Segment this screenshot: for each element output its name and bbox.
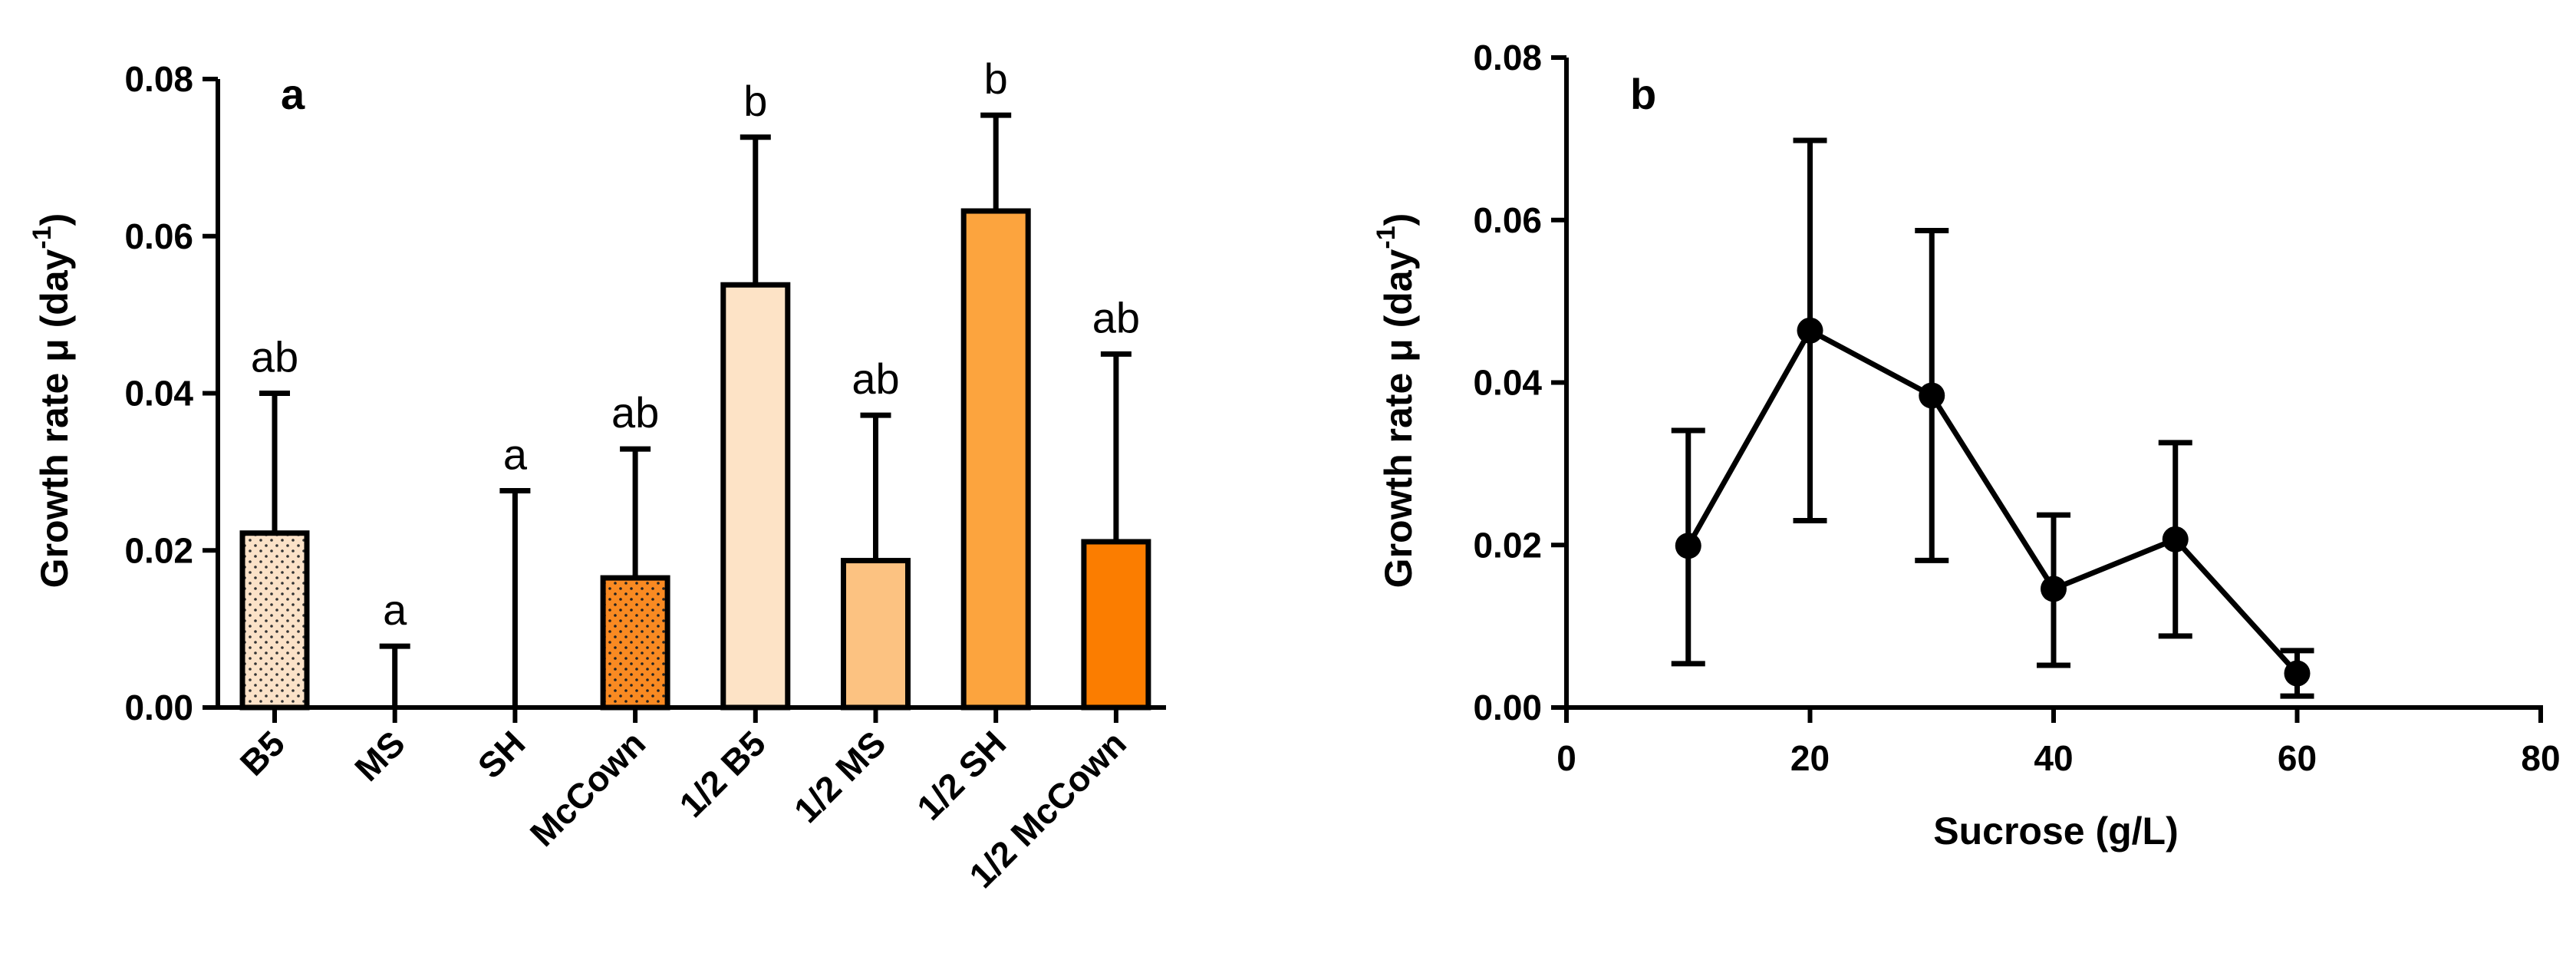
panel-a-category-label: 1/2 B5	[671, 723, 773, 825]
panel-a-bar	[239, 530, 310, 711]
panel-a-category-label: 1/2 MS	[786, 723, 894, 830]
panel-a-y-tick-label: 0.08	[124, 59, 193, 99]
panel-a-category-label: B5	[232, 723, 292, 783]
panel-a-bar	[1081, 539, 1151, 711]
panel-a-significance-label: ab	[852, 355, 899, 403]
panel-a-significance-label: ab	[251, 333, 298, 381]
panel-b-y-tick-label: 0.08	[1473, 38, 1542, 78]
line-chart-panel-b: b Growth rate μ (day-1) Sucrose (g/L) 0.…	[1372, 38, 2561, 853]
panel-a-category-label: 1/2 SH	[909, 723, 1013, 827]
panel-a-bar	[960, 208, 1031, 711]
panel-a-significance-label: b	[984, 54, 1008, 103]
panel-b-series-line	[1685, 328, 2300, 675]
panel-b-y-tick-label: 0.04	[1473, 363, 1542, 403]
panel-a-bars: ab B5 a MS a SH ab McCown b 1/2 B5 ab 1/2 MS b 1/2 SH…	[232, 54, 1151, 895]
panel-b-x-axis-title: Sucrose (g/L)	[1933, 810, 2178, 853]
panel-a-y-ticks: 0.00 0.02 0.04 0.06 0.08	[124, 59, 218, 727]
panel-a-significance-label: ab	[611, 388, 659, 437]
panel-a-y-tick-label: 0.06	[124, 216, 193, 256]
panel-a-category-label: SH	[470, 723, 533, 786]
panel-b-data-point	[2162, 526, 2189, 552]
panel-a-significance-label: b	[743, 77, 767, 125]
panel-a-bar	[600, 575, 670, 711]
panel-b-y-tick-label: 0.02	[1473, 525, 1542, 565]
panel-a-significance-label: a	[503, 430, 528, 478]
panel-b-data-point	[2284, 660, 2311, 687]
panel-b-x-tick-label: 40	[2034, 738, 2073, 778]
panel-b-label: b	[1630, 70, 1656, 118]
panel-a-y-tick-label: 0.04	[124, 374, 193, 414]
panel-b-data-point	[2041, 576, 2067, 602]
panel-b-x-tick-label: 0	[1556, 738, 1576, 778]
panel-a-y-axis-title: Growth rate μ (day-1)	[28, 213, 76, 589]
panel-b-y-tick-label: 0.00	[1473, 688, 1542, 727]
panel-a-y-tick-label: 0.00	[124, 688, 193, 727]
panel-b-x-tick-label: 80	[2521, 738, 2560, 778]
panel-b-x-tick-label: 20	[1790, 738, 1830, 778]
panel-a-y-tick-label: 0.02	[124, 530, 193, 570]
panel-a-category-label: McCown	[522, 723, 653, 853]
panel-a-bar	[841, 558, 911, 711]
panel-b-series	[1671, 137, 2314, 699]
panel-b-y-tick-label: 0.06	[1473, 200, 1542, 240]
bar-chart-panel-a: a Growth rate μ (day-1) 0.00 0.02 0.04 0.06…	[28, 54, 1166, 895]
panel-a-significance-label: a	[383, 585, 407, 634]
panel-b-data-point	[1675, 533, 1701, 559]
panel-a-significance-label: ab	[1092, 293, 1140, 341]
panel-b-y-axis-title: Growth rate μ (day-1)	[1372, 213, 1420, 589]
panel-b-ticks: 0.00 0.02 0.04 0.06 0.08 0 20 40 60 80	[1473, 38, 2560, 778]
panel-b-data-point	[1919, 382, 1945, 409]
panel-a-category-label: MS	[347, 723, 413, 789]
panel-b-data-point	[1797, 317, 1823, 344]
panel-a-label: a	[281, 70, 305, 118]
panel-a-bar	[720, 282, 791, 711]
panel-b-x-tick-label: 60	[2278, 738, 2317, 778]
